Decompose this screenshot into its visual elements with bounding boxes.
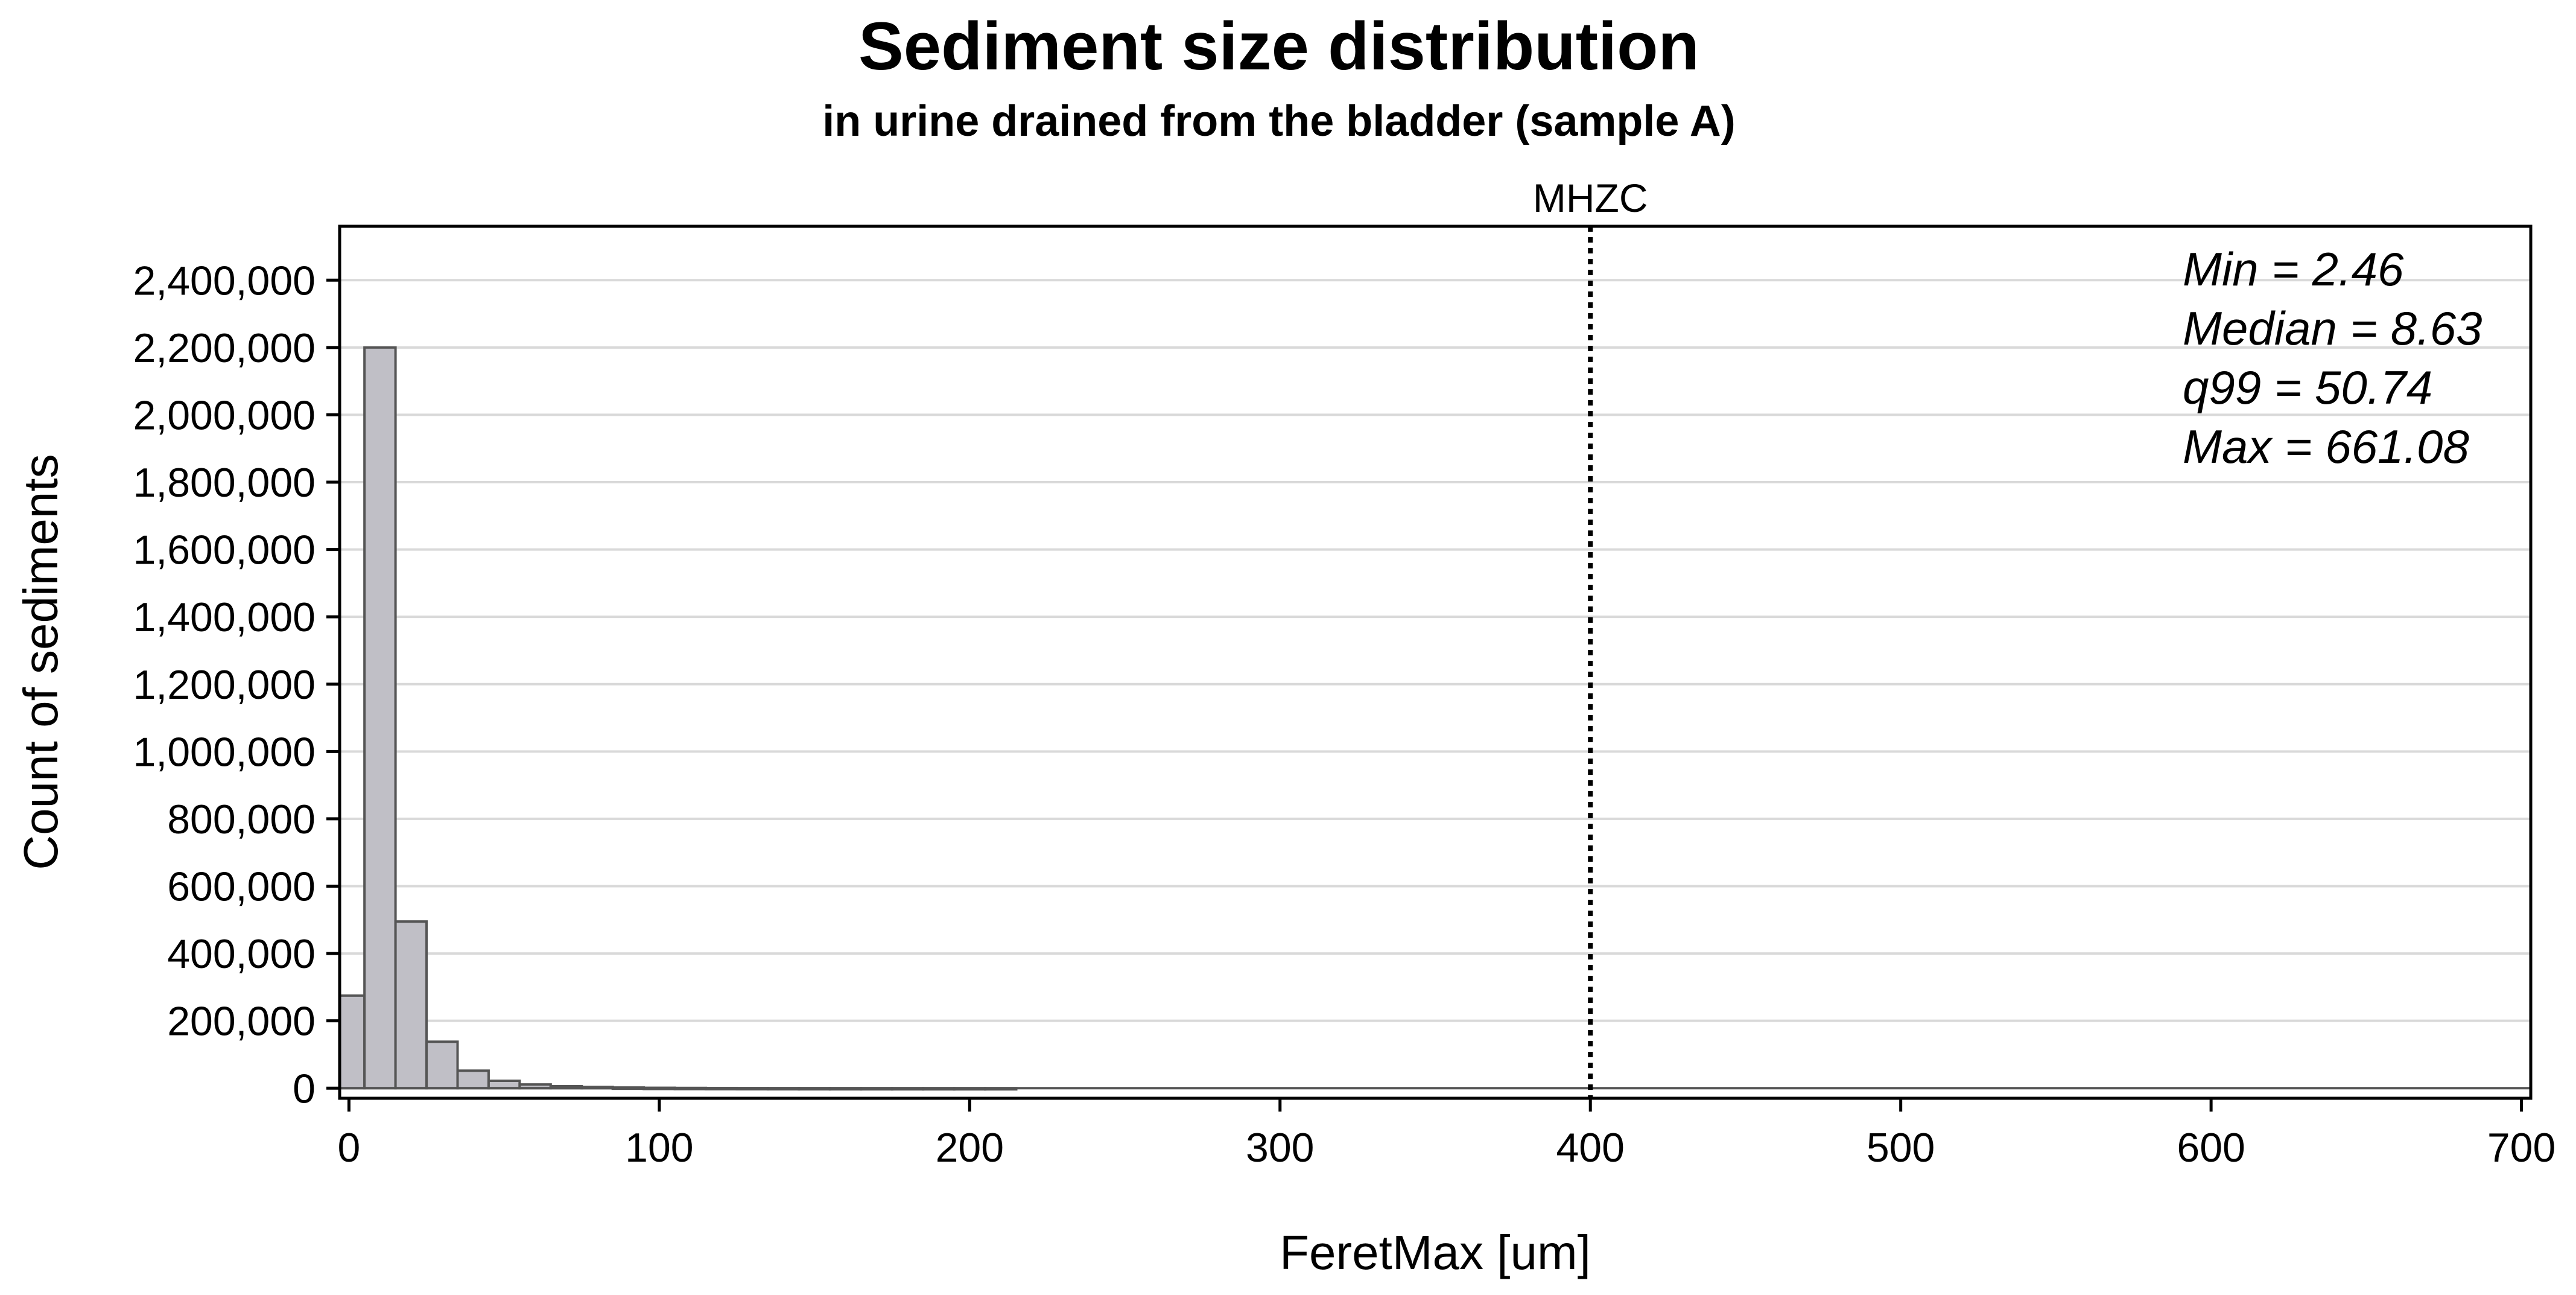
stats-box: Min = 2.46 Median = 8.63 q99 = 50.74 Max = … <box>2183 243 2482 473</box>
reference-line-label: MHZC <box>1533 176 1648 220</box>
y-tick-label: 1,000,000 <box>133 729 316 775</box>
x-tick-label: 500 <box>1867 1125 1935 1171</box>
y-tick-label: 0 <box>293 1066 316 1112</box>
chart-subtitle: in urine drained from the bladder (sampl… <box>822 97 1736 145</box>
y-tick-label: 200,000 <box>167 999 316 1045</box>
x-axis-label: FeretMax [um] <box>1280 1226 1591 1279</box>
y-tick-label: 2,000,000 <box>133 392 316 438</box>
histogram-bar <box>425 1040 459 1090</box>
chart-title: Sediment size distribution <box>858 8 1699 84</box>
y-tick-label: 1,800,000 <box>133 460 316 506</box>
x-axis: 0 100 200 300 400 500 600 700 <box>338 1098 2555 1171</box>
histogram-bar <box>338 994 366 1090</box>
x-tick-label: 400 <box>1556 1125 1624 1171</box>
stat-line: Max = 661.08 <box>2183 420 2469 473</box>
x-tick-label: 600 <box>2177 1125 2245 1171</box>
y-tick-label: 600,000 <box>167 864 316 910</box>
histogram-bar <box>456 1069 490 1090</box>
x-tick-label: 200 <box>936 1125 1004 1171</box>
histogram-bar <box>363 346 397 1090</box>
y-tick-label: 800,000 <box>167 797 316 842</box>
y-tick-label: 1,200,000 <box>133 662 316 708</box>
x-tick-label: 300 <box>1246 1125 1314 1171</box>
y-tick-label: 400,000 <box>167 931 316 977</box>
y-tick-label: 2,400,000 <box>133 258 316 304</box>
stat-line: q99 = 50.74 <box>2183 361 2432 414</box>
stat-line: Median = 8.63 <box>2183 302 2482 355</box>
histogram-bar <box>394 920 428 1090</box>
y-tick-label: 1,600,000 <box>133 527 316 573</box>
y-axis-label: Count of sediments <box>14 454 68 870</box>
x-tick-label: 0 <box>338 1125 361 1171</box>
gridlines <box>340 279 2531 1022</box>
y-axis: 0 200,000 400,000 600,000 800,000 1,000,000 1,… <box>133 258 340 1112</box>
x-tick-label: 100 <box>625 1125 693 1171</box>
stat-line: Min = 2.46 <box>2183 243 2404 296</box>
y-tick-label: 1,400,000 <box>133 594 316 640</box>
y-tick-label: 2,200,000 <box>133 325 316 371</box>
reference-line-group: MHZC <box>1533 176 1648 1098</box>
x-tick-label: 700 <box>2487 1125 2555 1171</box>
plot-frame <box>338 224 2533 1100</box>
histogram-bars <box>338 346 2531 1091</box>
